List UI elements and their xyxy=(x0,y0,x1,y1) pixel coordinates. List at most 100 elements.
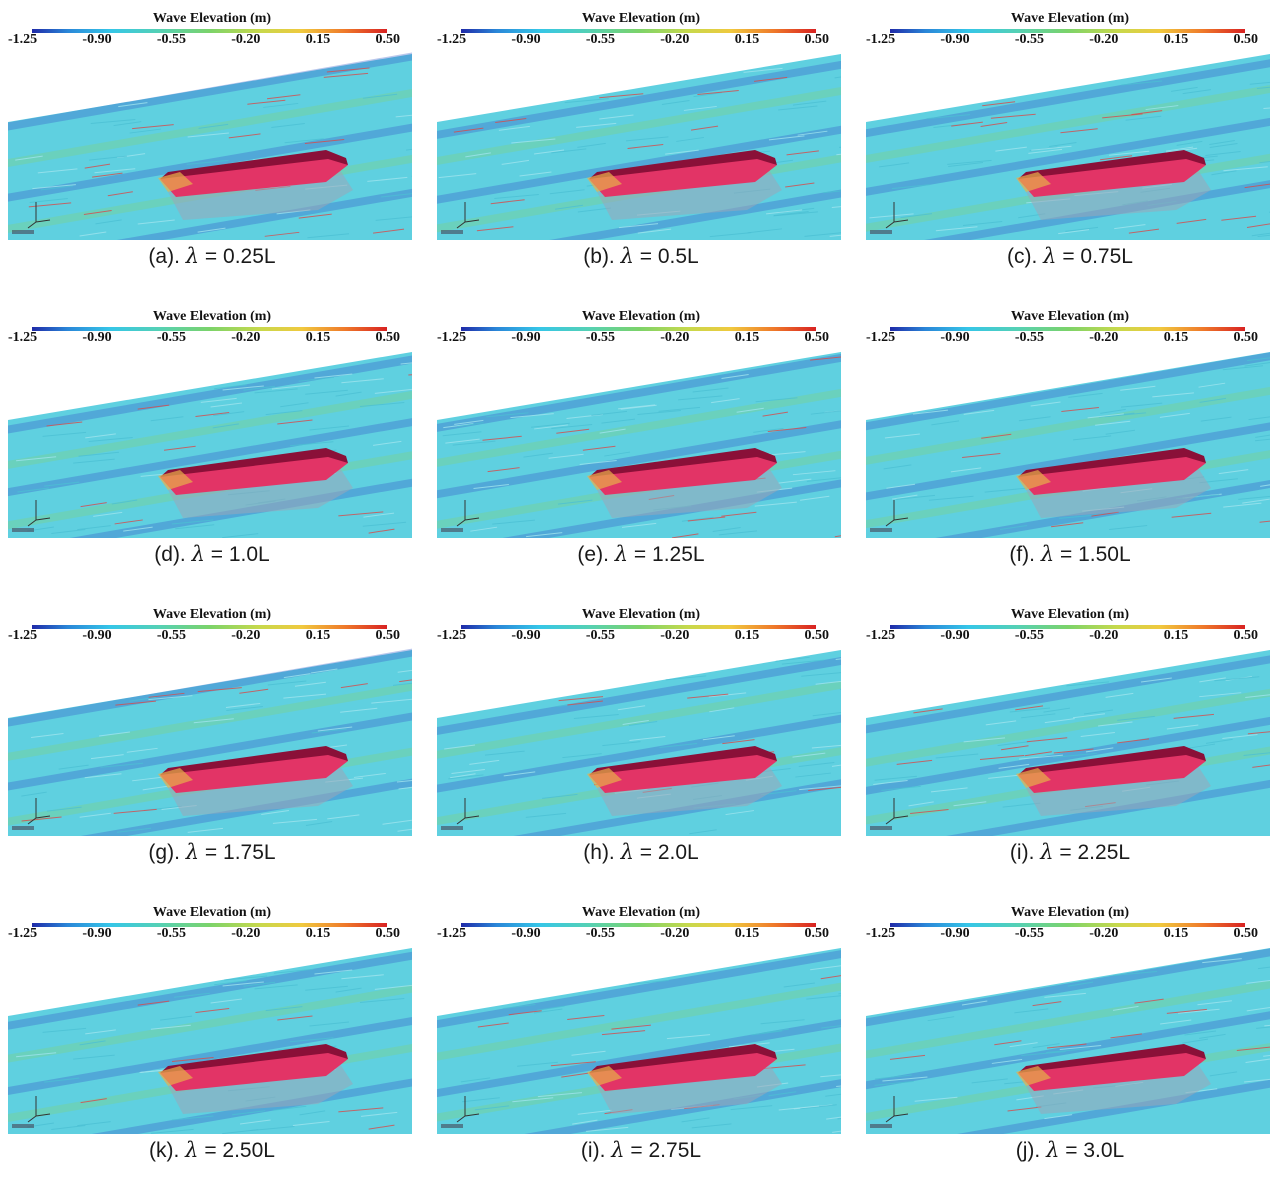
caption-value: 2.75L xyxy=(649,1139,702,1162)
colorbar-tick: 0.15 xyxy=(1164,330,1189,348)
colorbar-title: Wave Elevation (m) xyxy=(435,10,847,28)
caption-prefix: (c). xyxy=(1007,245,1043,268)
colorbar-tick: -0.90 xyxy=(511,926,540,944)
colorbar-tick: -0.55 xyxy=(157,32,186,50)
caption-prefix: (j). xyxy=(1016,1139,1046,1162)
caption-value: 0.5L xyxy=(658,245,699,268)
simulation-panel: Wave Elevation (m) -1.25 -0.90 -0.55 -0.… xyxy=(6,606,418,896)
software-logo xyxy=(12,528,34,532)
colorbar-tick: -0.20 xyxy=(1089,330,1118,348)
colorbar-tick: 0.50 xyxy=(1233,32,1258,50)
colorbar-tick: -0.90 xyxy=(82,628,111,646)
colorbar-ticks: -1.25 -0.90 -0.55 -0.20 0.15 0.50 xyxy=(866,32,1258,50)
colorbar-tick: -0.55 xyxy=(1015,628,1044,646)
colorbar-ticks: -1.25 -0.90 -0.55 -0.20 0.15 0.50 xyxy=(437,926,829,944)
colorbar-tick: -0.20 xyxy=(1089,628,1118,646)
panel-caption: (g). λ = 1.75L xyxy=(6,838,418,866)
colorbar-title: Wave Elevation (m) xyxy=(435,904,847,922)
colorbar-tick: -0.90 xyxy=(940,32,969,50)
panel-caption: (h). λ = 2.0L xyxy=(435,838,847,866)
figure-grid: Wave Elevation (m) -1.25 -0.90 -0.55 -0.… xyxy=(6,10,1271,1194)
panel-caption: (j). λ = 3.0L xyxy=(864,1136,1271,1164)
software-logo xyxy=(12,1124,34,1128)
colorbar-tick: -0.20 xyxy=(231,926,260,944)
colorbar-title: Wave Elevation (m) xyxy=(6,10,418,28)
caption-value: 1.50L xyxy=(1078,543,1131,566)
caption-value: 3.0L xyxy=(1083,1139,1124,1162)
colorbar-tick: -0.90 xyxy=(511,32,540,50)
caption-lambda: λ xyxy=(185,1138,198,1162)
colorbar-title: Wave Elevation (m) xyxy=(864,904,1271,922)
colorbar-tick: -0.20 xyxy=(231,628,260,646)
colorbar-tick: -0.55 xyxy=(157,628,186,646)
caption-equals: = xyxy=(1059,1139,1083,1162)
panel-caption: (d). λ = 1.0L xyxy=(6,540,418,568)
colorbar-tick: -0.20 xyxy=(231,330,260,348)
simulation-panel: Wave Elevation (m) -1.25 -0.90 -0.55 -0.… xyxy=(6,10,418,300)
colorbar-tick: -0.90 xyxy=(940,330,969,348)
caption-prefix: (i). xyxy=(581,1139,611,1162)
colorbar-tick: -1.25 xyxy=(8,926,37,944)
colorbar-tick: -0.90 xyxy=(511,628,540,646)
caption-lambda: λ xyxy=(1041,542,1054,566)
colorbar-tick: -0.55 xyxy=(1015,32,1044,50)
software-logo xyxy=(870,528,892,532)
colorbar-tick: -0.55 xyxy=(157,330,186,348)
caption-value: 1.75L xyxy=(223,841,276,864)
panel-caption: (f). λ = 1.50L xyxy=(864,540,1271,568)
caption-lambda: λ xyxy=(1040,840,1053,864)
simulation-panel: Wave Elevation (m) -1.25 -0.90 -0.55 -0.… xyxy=(864,904,1271,1194)
caption-value: 2.50L xyxy=(222,1139,275,1162)
software-logo xyxy=(12,230,34,234)
caption-lambda: λ xyxy=(1043,244,1056,268)
colorbar-ticks: -1.25 -0.90 -0.55 -0.20 0.15 0.50 xyxy=(8,32,400,50)
colorbar-ticks: -1.25 -0.90 -0.55 -0.20 0.15 0.50 xyxy=(437,330,829,348)
colorbar-tick: -1.25 xyxy=(437,926,466,944)
caption-prefix: (k). xyxy=(149,1139,185,1162)
colorbar-tick: -1.25 xyxy=(8,330,37,348)
caption-equals: = xyxy=(634,841,658,864)
caption-prefix: (e). xyxy=(577,543,614,566)
colorbar-ticks: -1.25 -0.90 -0.55 -0.20 0.15 0.50 xyxy=(8,330,400,348)
colorbar-tick: 0.50 xyxy=(804,926,829,944)
colorbar-tick: -0.55 xyxy=(586,926,615,944)
colorbar-ticks: -1.25 -0.90 -0.55 -0.20 0.15 0.50 xyxy=(866,330,1258,348)
software-logo xyxy=(870,826,892,830)
software-logo xyxy=(12,826,34,830)
colorbar-title: Wave Elevation (m) xyxy=(864,308,1271,326)
colorbar-tick: -0.90 xyxy=(940,628,969,646)
colorbar-tick: -0.20 xyxy=(1089,926,1118,944)
colorbar-ticks: -1.25 -0.90 -0.55 -0.20 0.15 0.50 xyxy=(866,628,1258,646)
colorbar-title: Wave Elevation (m) xyxy=(435,606,847,624)
caption-equals: = xyxy=(198,1139,222,1162)
colorbar-ticks: -1.25 -0.90 -0.55 -0.20 0.15 0.50 xyxy=(437,628,829,646)
colorbar-tick: 0.15 xyxy=(735,628,760,646)
colorbar-tick: 0.15 xyxy=(1164,926,1189,944)
colorbar-tick: 0.15 xyxy=(735,32,760,50)
simulation-panel: Wave Elevation (m) -1.25 -0.90 -0.55 -0.… xyxy=(6,308,418,598)
caption-lambda: λ xyxy=(186,244,199,268)
caption-equals: = xyxy=(1054,543,1078,566)
caption-equals: = xyxy=(199,245,223,268)
colorbar-tick: -0.20 xyxy=(660,32,689,50)
wave-ship-render xyxy=(8,52,412,240)
simulation-panel: Wave Elevation (m) -1.25 -0.90 -0.55 -0.… xyxy=(435,308,847,598)
colorbar-tick: -1.25 xyxy=(8,32,37,50)
caption-value: 1.0L xyxy=(229,543,270,566)
colorbar-tick: -1.25 xyxy=(866,926,895,944)
caption-prefix: (h). xyxy=(583,841,620,864)
colorbar-ticks: -1.25 -0.90 -0.55 -0.20 0.15 0.50 xyxy=(8,926,400,944)
colorbar-tick: -0.90 xyxy=(82,926,111,944)
caption-equals: = xyxy=(634,245,658,268)
caption-lambda: λ xyxy=(611,1138,624,1162)
panel-caption: (k). λ = 2.50L xyxy=(6,1136,418,1164)
colorbar-ticks: -1.25 -0.90 -0.55 -0.20 0.15 0.50 xyxy=(437,32,829,50)
caption-prefix: (g). xyxy=(148,841,185,864)
caption-lambda: λ xyxy=(1046,1138,1059,1162)
wave-ship-render xyxy=(437,946,841,1134)
wave-ship-render xyxy=(866,946,1270,1134)
colorbar-tick: -0.20 xyxy=(660,926,689,944)
colorbar-tick: -0.90 xyxy=(511,330,540,348)
colorbar-tick: -1.25 xyxy=(866,330,895,348)
panel-caption: (a). λ = 0.25L xyxy=(6,242,418,270)
